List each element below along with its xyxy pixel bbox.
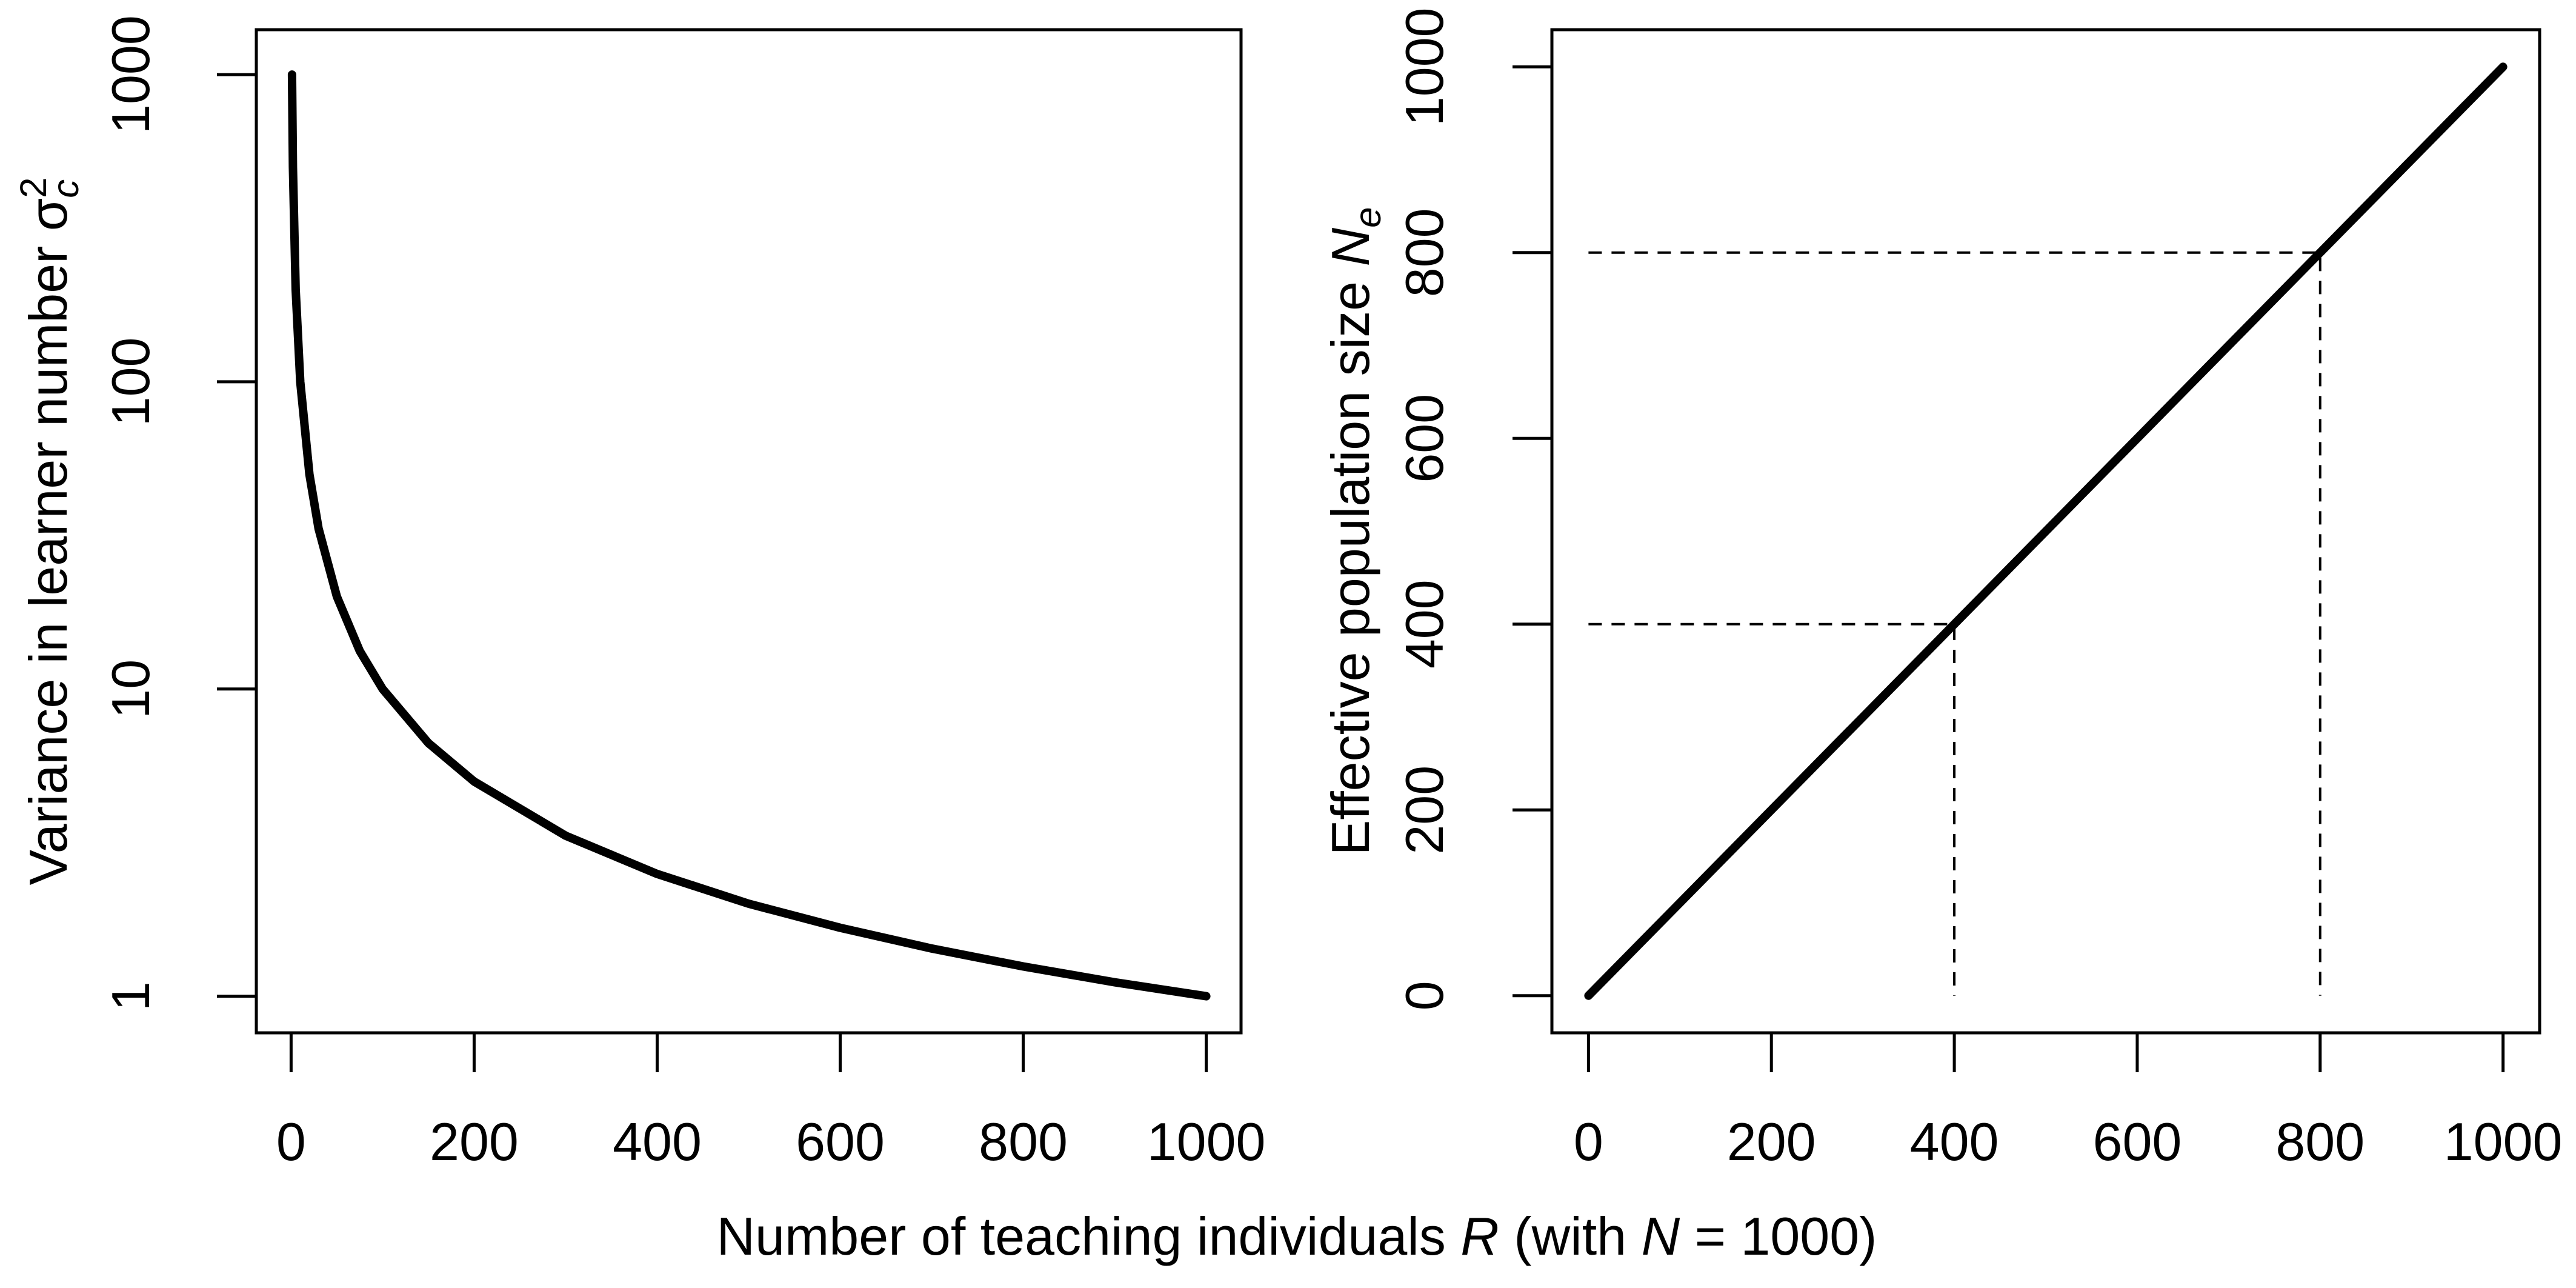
label-part: c bbox=[45, 179, 87, 198]
label-part: 2 bbox=[13, 178, 55, 198]
x-tick-label: 600 bbox=[2093, 1112, 2182, 1172]
x-tick-label: 400 bbox=[1910, 1112, 1999, 1172]
y-tick-label: 600 bbox=[1394, 394, 1454, 483]
guide-line bbox=[1588, 251, 2321, 996]
data-line bbox=[287, 70, 1211, 1001]
x-tick-label: 800 bbox=[979, 1112, 1068, 1172]
label-part: R bbox=[1460, 1206, 1499, 1266]
axis-label: Number of teaching individuals R (with N… bbox=[717, 1206, 1877, 1266]
label-part: σ bbox=[18, 198, 78, 231]
label-part: N bbox=[1642, 1206, 1680, 1266]
label-part: Number of teaching individuals bbox=[717, 1206, 1461, 1266]
y-tick-label: 0 bbox=[1394, 981, 1454, 1010]
y-tick-label: 100 bbox=[101, 337, 161, 426]
x-tick-label: 1000 bbox=[2444, 1112, 2563, 1172]
y-tick-label: 1 bbox=[101, 981, 161, 1011]
label-part: = 1000) bbox=[1680, 1206, 1877, 1266]
y-tick-label: 800 bbox=[1394, 208, 1454, 297]
axis-label: Effective population size Ne bbox=[1320, 207, 1389, 856]
plot-frame bbox=[255, 28, 1243, 1035]
x-tick-label: 0 bbox=[1574, 1112, 1603, 1172]
x-tick-label: 200 bbox=[1727, 1112, 1816, 1172]
label-part: Variance in learner number bbox=[18, 231, 78, 885]
guide-line bbox=[1588, 622, 1956, 996]
y-tick-label: 400 bbox=[1394, 579, 1454, 669]
y-tick-label: 1000 bbox=[1394, 7, 1454, 126]
x-tick-label: 800 bbox=[2275, 1112, 2365, 1172]
y-tick-label: 200 bbox=[1394, 766, 1454, 855]
label-part: e bbox=[1347, 207, 1389, 228]
x-tick-label: 0 bbox=[276, 1112, 306, 1172]
x-tick-label: 600 bbox=[796, 1112, 885, 1172]
x-tick-label: 1000 bbox=[1147, 1112, 1266, 1172]
label-part: N bbox=[1320, 227, 1380, 266]
label-part: (with bbox=[1499, 1206, 1642, 1266]
x-tick-label: 400 bbox=[613, 1112, 702, 1172]
data-line bbox=[1584, 62, 2508, 1000]
axis-label: Variance in learner number σc2 bbox=[13, 178, 87, 886]
y-tick-label: 10 bbox=[101, 659, 161, 719]
label-part: Effective population size bbox=[1320, 266, 1380, 855]
x-tick-label: 200 bbox=[430, 1112, 519, 1172]
y-tick-label: 1000 bbox=[101, 15, 161, 134]
